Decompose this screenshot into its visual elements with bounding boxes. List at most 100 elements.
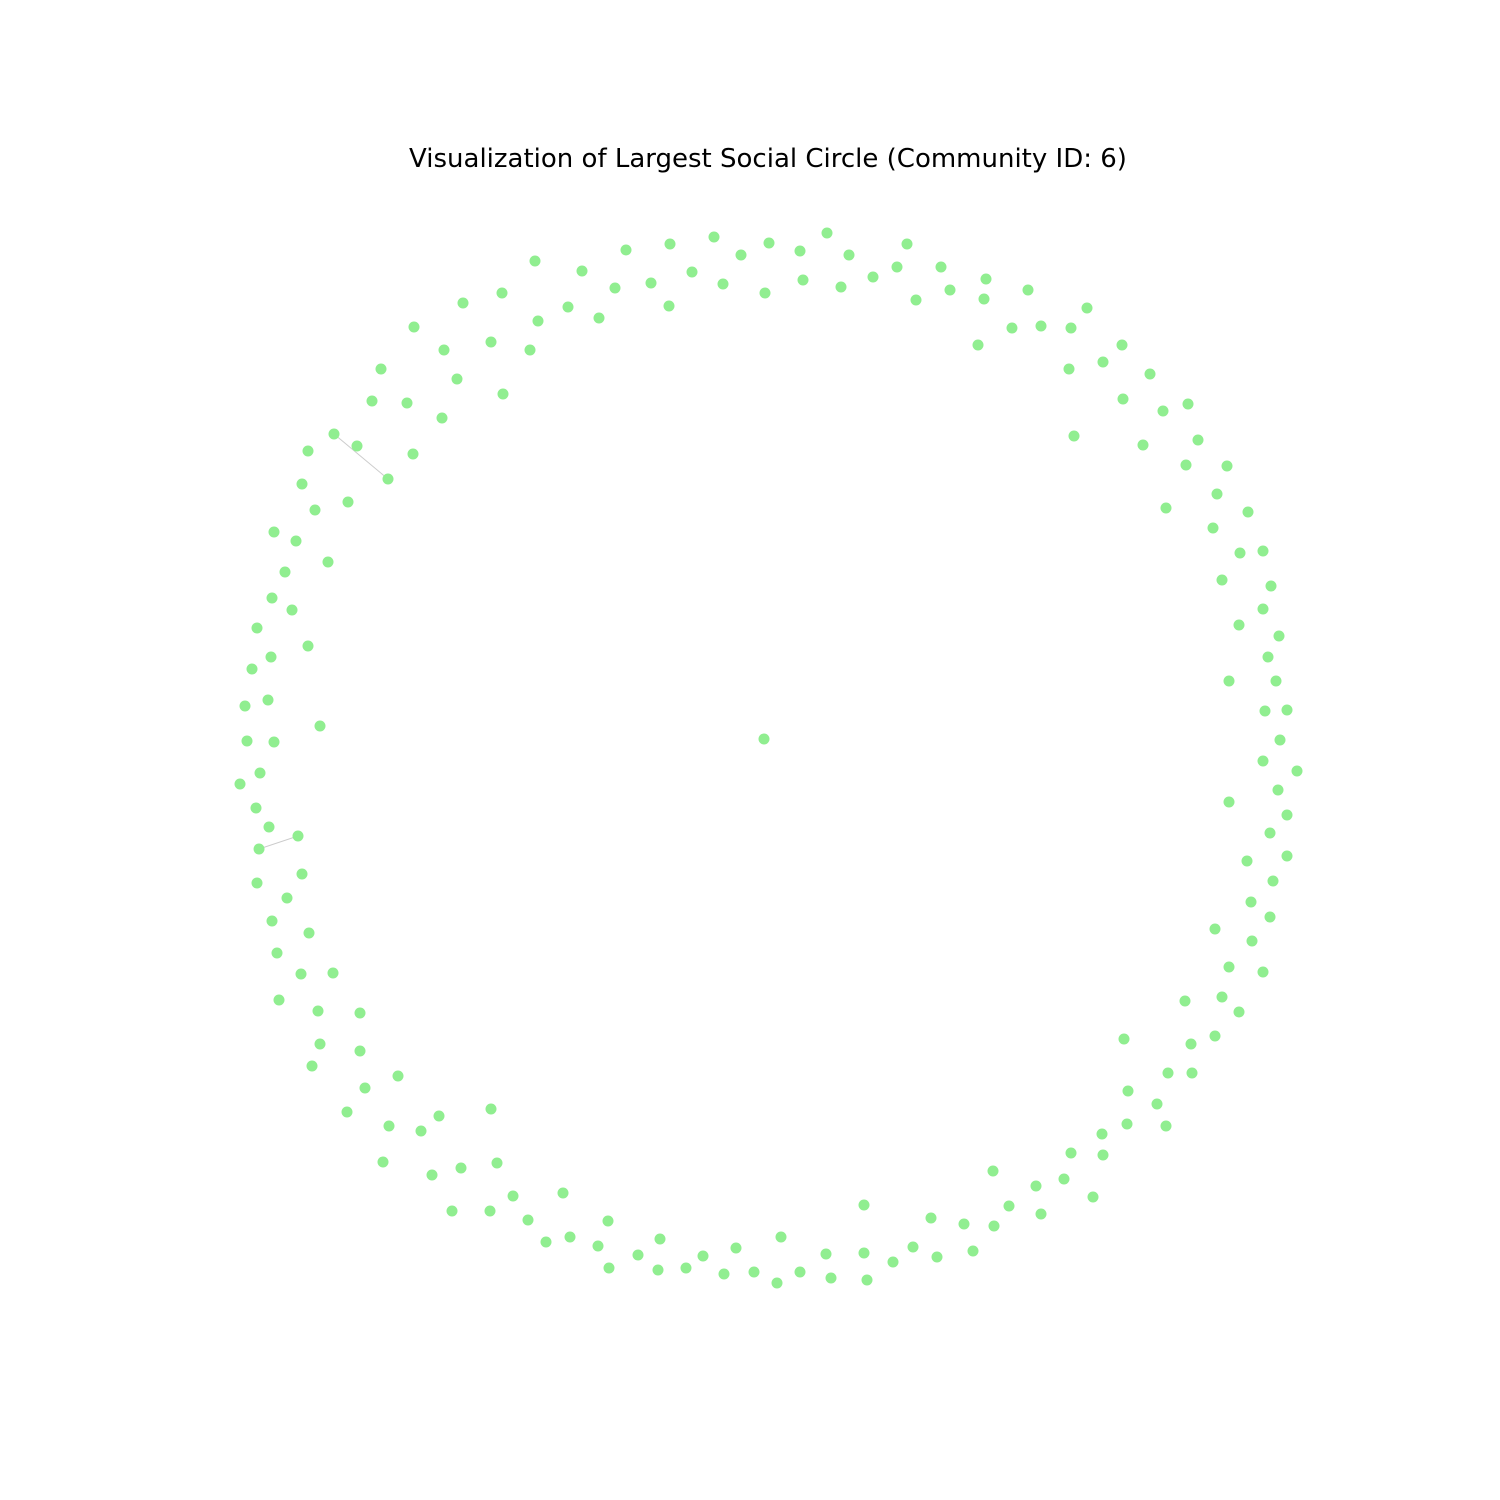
graph-node <box>1281 809 1293 821</box>
graph-node <box>1223 961 1235 973</box>
graph-node <box>1262 651 1274 663</box>
graph-node <box>268 736 280 748</box>
graph-node <box>295 968 307 980</box>
graph-edge <box>333 433 389 480</box>
graph-node <box>292 830 304 842</box>
graph-node <box>1003 1200 1015 1212</box>
graph-node <box>557 1187 569 1199</box>
graph-node <box>436 412 448 424</box>
graph-node <box>1245 896 1257 908</box>
graph-node <box>820 1248 832 1260</box>
graph-node <box>1097 1149 1109 1161</box>
graph-node <box>1096 1128 1108 1140</box>
graph-node <box>1209 923 1221 935</box>
graph-node <box>268 526 280 538</box>
graph-node <box>507 1190 519 1202</box>
graph-node <box>485 1103 497 1115</box>
graph-node <box>234 778 246 790</box>
graph-node <box>1281 850 1293 862</box>
graph-node <box>697 1250 709 1262</box>
graph-node <box>758 733 770 745</box>
graph-node <box>1257 603 1269 615</box>
graph-node <box>1065 322 1077 334</box>
graph-node <box>1273 630 1285 642</box>
graph-node <box>562 301 574 313</box>
graph-node <box>664 238 676 250</box>
graph-node <box>1259 705 1271 717</box>
graph-node <box>1157 405 1169 417</box>
graph-node <box>775 1231 787 1243</box>
graph-node <box>925 1212 937 1224</box>
graph-node <box>250 802 262 814</box>
graph-node <box>251 877 263 889</box>
graph-node <box>359 1082 371 1094</box>
graph-node <box>1257 545 1269 557</box>
graph-node <box>309 504 321 516</box>
graph-node <box>1274 734 1286 746</box>
graph-node <box>794 245 806 257</box>
graph-node <box>958 1218 970 1230</box>
graph-node <box>794 1266 806 1278</box>
graph-node <box>322 556 334 568</box>
graph-node <box>1211 488 1223 500</box>
graph-node <box>241 735 253 747</box>
graph-node <box>342 496 354 508</box>
graph-node <box>978 293 990 305</box>
graph-node <box>1065 1147 1077 1159</box>
graph-node <box>1221 460 1233 472</box>
graph-node <box>271 947 283 959</box>
graph-node <box>718 1268 730 1280</box>
graph-node <box>1035 1208 1047 1220</box>
graph-node <box>455 1162 467 1174</box>
graph-node <box>1182 398 1194 410</box>
graph-node <box>341 1106 353 1118</box>
graph-node <box>1272 784 1284 796</box>
graph-node <box>377 1156 389 1168</box>
graph-node <box>351 440 363 452</box>
graph-node <box>861 1274 873 1286</box>
graph-node <box>821 227 833 239</box>
graph-node <box>763 237 775 249</box>
graph-node <box>1270 675 1282 687</box>
graph-node <box>354 1045 366 1057</box>
graph-node <box>451 373 463 385</box>
graph-node <box>415 1125 427 1137</box>
graph-node <box>1264 827 1276 839</box>
graph-node <box>603 1262 615 1274</box>
node-layer <box>234 227 1303 1289</box>
graph-node <box>1291 765 1303 777</box>
graph-node <box>407 448 419 460</box>
graph-node <box>254 767 266 779</box>
graph-node <box>491 1157 503 1169</box>
graph-node <box>266 592 278 604</box>
graph-node <box>328 428 340 440</box>
graph-node <box>1264 911 1276 923</box>
graph-edge <box>258 835 299 850</box>
graph-node <box>314 1038 326 1050</box>
graph-node <box>1116 339 1128 351</box>
graph-node <box>522 1214 534 1226</box>
graph-node <box>1087 1191 1099 1203</box>
graph-node <box>901 238 913 250</box>
graph-node <box>279 566 291 578</box>
graph-node <box>1281 704 1293 716</box>
graph-node <box>602 1215 614 1227</box>
graph-node <box>1180 459 1192 471</box>
graph-node <box>1160 502 1172 514</box>
graph-node <box>457 297 469 309</box>
graph-node <box>1209 1030 1221 1042</box>
graph-node <box>988 1220 1000 1232</box>
graph-node <box>281 892 293 904</box>
graph-node <box>484 1205 496 1217</box>
graph-node <box>532 315 544 327</box>
graph-node <box>748 1266 760 1278</box>
graph-node <box>529 255 541 267</box>
graph-node <box>1246 935 1258 947</box>
graph-node <box>680 1262 692 1274</box>
graph-node <box>306 1060 318 1072</box>
graph-node <box>987 1165 999 1177</box>
graph-node <box>314 720 326 732</box>
graph-node <box>1257 966 1269 978</box>
graph-node <box>1068 430 1080 442</box>
graph-node <box>887 1256 899 1268</box>
